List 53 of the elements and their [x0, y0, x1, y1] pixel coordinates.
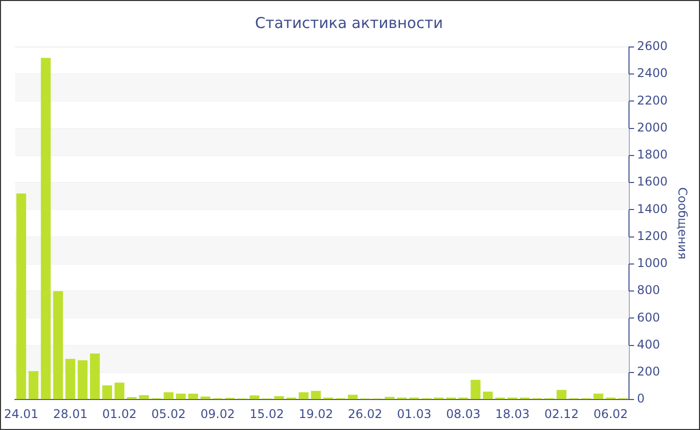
x-tick-label: 01.02 [102, 406, 137, 421]
bar [556, 390, 566, 400]
y-tick-label: 200 [637, 364, 660, 379]
bar [40, 58, 51, 400]
bar [482, 392, 493, 400]
y-tick-label: 0 [637, 392, 645, 406]
y-tick-label: 1800 [637, 148, 668, 162]
x-tick-label: 26.02 [348, 406, 382, 421]
y-tick-label: 1000 [637, 256, 668, 270]
bar [164, 392, 174, 400]
y-axis-title: Сообщения [676, 187, 690, 260]
bar [114, 382, 124, 400]
bar [188, 394, 198, 400]
bar [200, 396, 210, 400]
y-tick-label: 1200 [637, 228, 668, 243]
bar [139, 395, 149, 400]
x-tick-label: 09.02 [200, 406, 235, 421]
y-tick-label: 400 [637, 337, 660, 352]
bar [298, 392, 309, 400]
y-tick-label: 600 [637, 310, 660, 324]
x-tick-label: 02.12 [544, 406, 579, 421]
bar [311, 390, 321, 400]
bar [90, 353, 100, 400]
bar [78, 360, 88, 400]
x-tick-label: 19.02 [298, 406, 334, 421]
bar [176, 394, 186, 400]
bar [593, 394, 604, 400]
bar [102, 385, 112, 400]
x-tick-label: 24.01 [4, 406, 38, 421]
y-tick-label: 1600 [637, 174, 668, 189]
bar [348, 394, 358, 400]
bar [28, 371, 38, 400]
y-tick-label: 1400 [637, 202, 668, 216]
x-tick-label: 18.03 [495, 406, 530, 421]
y-tick-label: 2200 [637, 93, 668, 108]
x-tick-label: 06.02 [593, 406, 628, 421]
x-tick-label: 05.02 [151, 406, 186, 421]
bar [384, 396, 395, 400]
y-tick-label: 2000 [637, 120, 668, 134]
y-tick-label: 2400 [637, 66, 668, 80]
bar [65, 358, 76, 400]
bar [53, 291, 63, 400]
bar [250, 395, 260, 400]
bar [470, 380, 480, 400]
bar [274, 396, 284, 400]
bar [16, 193, 26, 400]
y-tick-label: 800 [637, 283, 660, 298]
y-tick-label: 2600 [637, 39, 668, 54]
chart-title: Статистика активности [255, 14, 443, 32]
x-tick-label: 01.03 [396, 406, 432, 421]
x-tick-label: 28.01 [53, 406, 88, 421]
x-tick-label: 08.03 [446, 406, 480, 421]
x-tick-label: 15.02 [250, 406, 284, 421]
